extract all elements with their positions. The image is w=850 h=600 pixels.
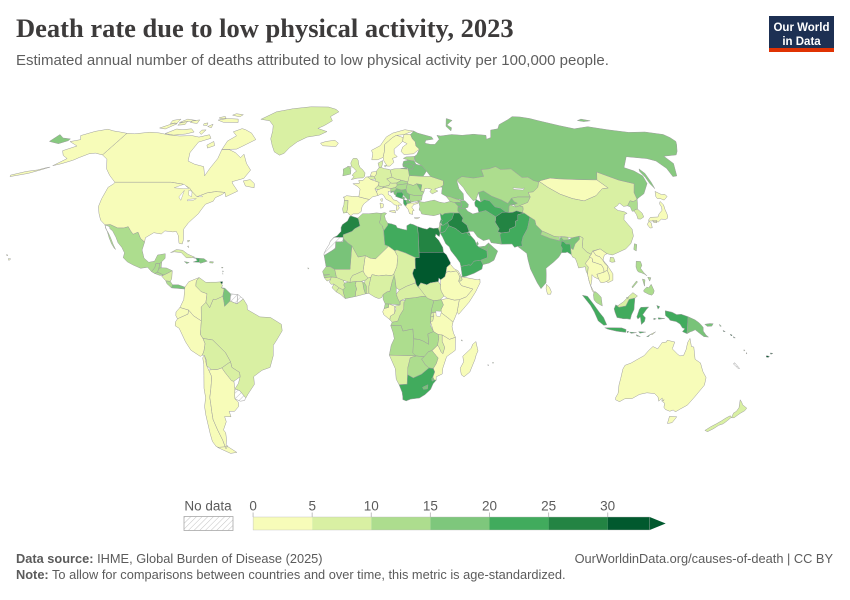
svg-text:10: 10 bbox=[364, 499, 379, 514]
svg-text:5: 5 bbox=[308, 499, 316, 514]
svg-text:15: 15 bbox=[423, 499, 438, 514]
svg-text:No data: No data bbox=[184, 499, 232, 514]
svg-text:25: 25 bbox=[541, 499, 556, 514]
svg-text:30: 30 bbox=[600, 499, 615, 514]
svg-text:20: 20 bbox=[482, 499, 497, 514]
svg-text:0: 0 bbox=[249, 499, 257, 514]
